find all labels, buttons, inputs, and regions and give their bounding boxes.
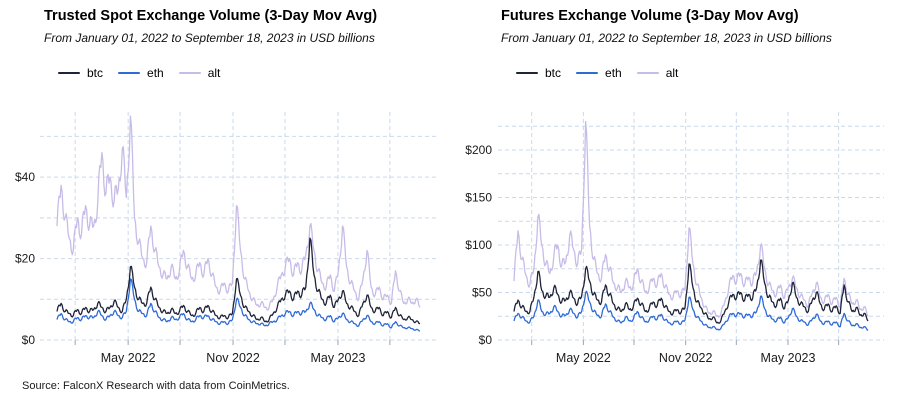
- spot-chart-legend: btc eth alt: [58, 66, 220, 80]
- futures-chart-panel: Futures Exchange Volume (3-Day Mov Avg) …: [450, 0, 900, 400]
- btc-line-swatch: [58, 71, 80, 75]
- source-note: Source: FalconX Research with data from …: [22, 380, 290, 392]
- svg-text:$200: $200: [465, 143, 492, 157]
- svg-text:$50: $50: [472, 286, 492, 300]
- svg-text:Nov 2022: Nov 2022: [659, 351, 713, 365]
- svg-text:May 2023: May 2023: [311, 351, 366, 365]
- spot-chart-title: Trusted Spot Exchange Volume (3-Day Mov …: [44, 8, 378, 24]
- svg-text:$0: $0: [22, 333, 36, 347]
- legend-label-btc: btc: [545, 66, 562, 80]
- eth-line-swatch: [118, 71, 141, 75]
- svg-text:May 2022: May 2022: [556, 351, 611, 365]
- eth-line-swatch: [576, 71, 599, 75]
- legend-label-alt: alt: [207, 66, 221, 80]
- legend-item-alt: alt: [178, 66, 221, 80]
- svg-text:May 2022: May 2022: [101, 351, 156, 365]
- legend-item-btc: btc: [58, 66, 103, 80]
- legend-label-eth: eth: [605, 66, 622, 80]
- legend-item-eth: eth: [118, 66, 164, 80]
- alt-line-swatch: [636, 71, 659, 75]
- legend-item-alt: alt: [636, 66, 679, 80]
- svg-text:$20: $20: [15, 252, 35, 266]
- btc-line-swatch: [516, 71, 538, 75]
- legend-label-btc: btc: [87, 66, 104, 80]
- legend-label-eth: eth: [147, 66, 164, 80]
- svg-text:$150: $150: [465, 191, 492, 205]
- legend-item-btc: btc: [516, 66, 561, 80]
- futures-chart-legend: btc eth alt: [516, 66, 678, 80]
- svg-text:$100: $100: [465, 238, 492, 252]
- futures-chart-title: Futures Exchange Volume (3-Day Mov Avg): [501, 8, 799, 24]
- alt-line-swatch: [178, 71, 201, 75]
- futures-chart-subtitle: From January 01, 2022 to September 18, 2…: [501, 31, 832, 45]
- futures-volume-line-chart: $0 $50 $100 $150 $200 May 2022 Nov 2022 May 202…: [465, 112, 884, 365]
- svg-text:$0: $0: [479, 333, 493, 347]
- spot-chart-subtitle: From January 01, 2022 to September 18, 2…: [44, 31, 375, 45]
- spot-volume-line-chart: $0 $20 $40 May 2022 Nov 2022 May 2023: [15, 112, 437, 365]
- legend-item-eth: eth: [576, 66, 622, 80]
- spot-chart-panel: Trusted Spot Exchange Volume (3-Day Mov …: [15, 8, 437, 365]
- svg-text:Nov 2022: Nov 2022: [206, 351, 260, 365]
- svg-text:May 2023: May 2023: [761, 351, 816, 365]
- svg-text:$40: $40: [15, 170, 35, 184]
- legend-label-alt: alt: [665, 66, 679, 80]
